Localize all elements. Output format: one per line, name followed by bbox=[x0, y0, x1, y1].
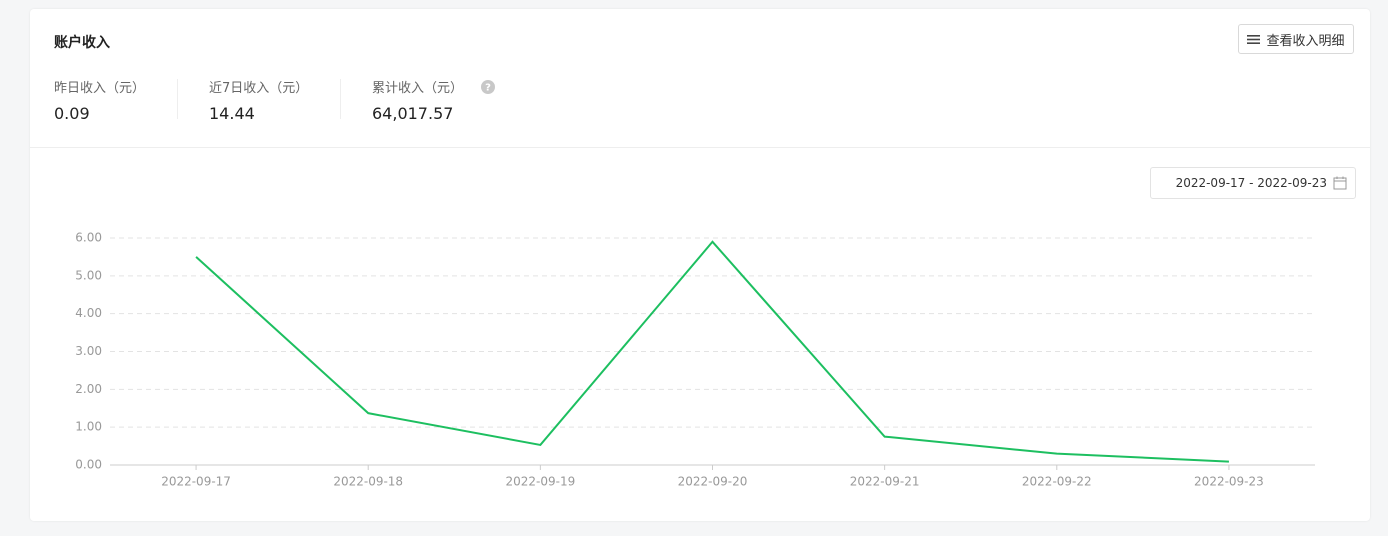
stat-label-text: 累计收入（元） bbox=[372, 81, 464, 96]
y-tick-label: 2.00 bbox=[75, 382, 102, 396]
stat-label: 累计收入（元） ? bbox=[372, 77, 496, 96]
stat-value: 0.09 bbox=[54, 104, 90, 123]
stat-label: 近7日收入（元） bbox=[209, 81, 309, 96]
chart: 0.00 1.00 2.00 3.00 4.00 5.00 6.00 2022-09-17 20… bbox=[75, 231, 1315, 489]
svg-text:?: ? bbox=[485, 83, 491, 94]
stat: 昨日收入（元） 0.09 bbox=[54, 77, 145, 123]
x-tick-label: 2022-09-17 bbox=[161, 475, 231, 489]
divider bbox=[30, 147, 1370, 148]
income-card: 账户收入 查看收入明细 昨日收入（元） 0.09 近7日收入（元） 14.44 … bbox=[30, 9, 1370, 521]
stat: 累计收入（元） ? 64,017.57 bbox=[372, 77, 496, 123]
y-tick-label: 1.00 bbox=[75, 420, 102, 434]
y-tick-label: 4.00 bbox=[75, 306, 102, 320]
help-icon[interactable]: ? bbox=[481, 80, 496, 94]
y-tick-label: 3.00 bbox=[75, 344, 102, 358]
line bbox=[195, 240, 1229, 463]
y-tick-label: 0.00 bbox=[75, 458, 102, 472]
x-tick-label: 2022-09-22 bbox=[1022, 475, 1092, 489]
y-tick-label: 6.00 bbox=[75, 231, 102, 245]
date-range[interactable]: 2022-09-17 - 2022-09-23 bbox=[1175, 176, 1327, 190]
button-label[interactable]: 查看收入明细 bbox=[1266, 33, 1345, 49]
x-tick-label: 2022-09-19 bbox=[505, 475, 575, 489]
x-tick-label: 2022-09-20 bbox=[678, 475, 748, 489]
separator bbox=[340, 79, 341, 119]
x-tick-label: 2022-09-21 bbox=[850, 475, 920, 489]
list-icon bbox=[1247, 34, 1261, 44]
stat-value: 64,017.57 bbox=[372, 104, 454, 123]
calendar-icon bbox=[1333, 176, 1347, 190]
x-tick-label: 2022-09-23 bbox=[1194, 475, 1264, 489]
y-tick-label: 5.00 bbox=[75, 268, 102, 282]
separator bbox=[177, 79, 178, 119]
card-title: 账户收入 bbox=[54, 35, 110, 51]
detail-button[interactable]: 查看收入明细 bbox=[1238, 24, 1354, 54]
date-picker[interactable]: 2022-09-17 - 2022-09-23 bbox=[1150, 167, 1356, 199]
stat: 近7日收入（元） 14.44 bbox=[209, 77, 308, 123]
stat-label: 昨日收入（元） bbox=[54, 81, 146, 96]
stat-value: 14.44 bbox=[209, 104, 255, 123]
x-tick-label: 2022-09-18 bbox=[333, 475, 403, 489]
